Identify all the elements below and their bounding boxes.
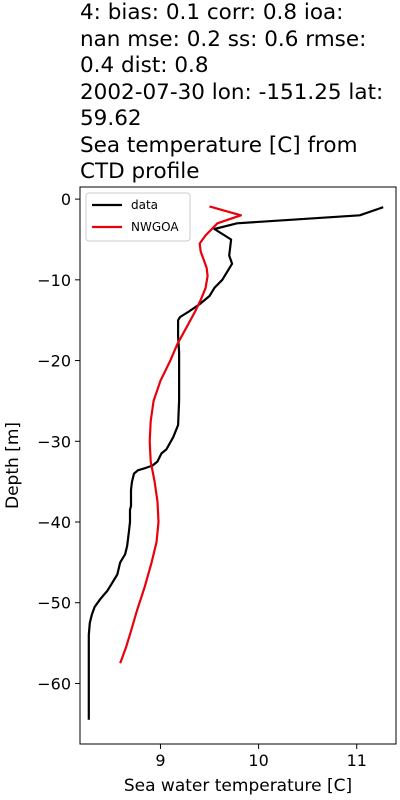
chart-title: 4: bias: 0.1 corr: 0.8 ioa: nan mse: 0.2… [80, 0, 384, 184]
x-tick-label: 11 [347, 751, 367, 770]
series-line-nwgoa [119, 205, 242, 664]
ticks-layer: 9 10 11 0 −10 −20 −30 −40 −50 −60 [37, 190, 367, 770]
series-line-data [87, 206, 384, 720]
y-tick-label: −40 [37, 513, 71, 532]
legend: data NWGOA [85, 192, 191, 242]
y-tick-label: 0 [61, 190, 71, 209]
x-axis-label: Sea water temperature [C] [124, 776, 352, 796]
y-tick-label: −10 [37, 271, 71, 290]
y-axis-label: Depth [m] [3, 422, 23, 509]
y-tick-label: −20 [37, 352, 71, 371]
plot-layer [87, 205, 384, 720]
legend-label-data: data [131, 198, 158, 212]
axes-frame [79, 186, 397, 745]
y-tick-label: −60 [37, 674, 71, 693]
x-tick-label: 10 [248, 751, 268, 770]
x-tick-label: 9 [155, 751, 165, 770]
legend-label-nwgoa: NWGOA [131, 220, 179, 234]
y-tick-label: −50 [37, 594, 71, 613]
y-tick-label: −30 [37, 432, 71, 451]
